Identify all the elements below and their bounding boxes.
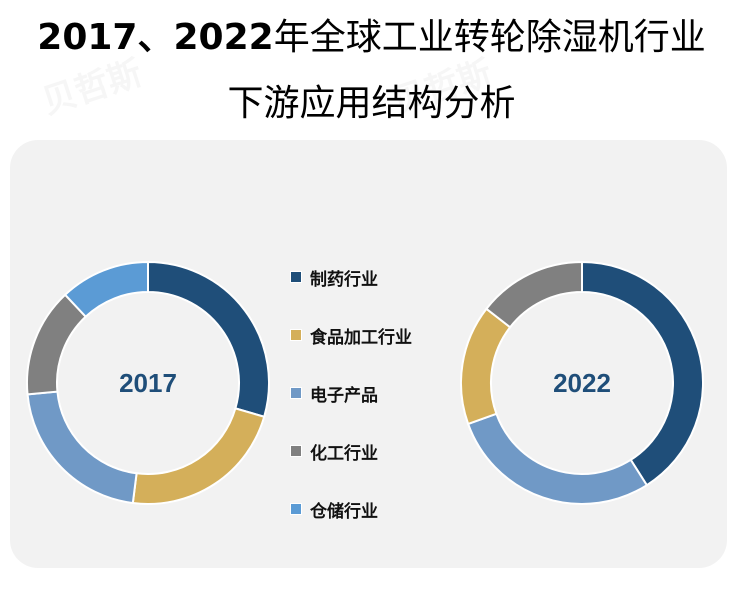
donut-center-label-2017: 2017 xyxy=(119,367,177,398)
legend-swatch-icon xyxy=(290,387,302,399)
donut-2022-svg xyxy=(460,260,704,505)
legend-swatch-icon xyxy=(290,329,302,341)
donut-segment-仓储行业[interactable] xyxy=(63,260,149,319)
donut-center-label-2022: 2022 xyxy=(553,367,611,398)
legend-label: 电子产品 xyxy=(310,385,378,406)
chart-title-line-2: 下游应用结构分析 xyxy=(227,83,516,124)
legend: 制药行业 食品加工行业 电子产品 化工行业 仓储行业 xyxy=(290,248,412,538)
legend-label: 仓储行业 xyxy=(310,501,378,522)
title-years: 2017、2022 xyxy=(37,17,274,58)
legend-swatch-icon xyxy=(290,445,302,457)
title-text: 年全球工业转轮除湿机行业 xyxy=(273,17,706,58)
legend-item-electronics[interactable]: 电子产品 xyxy=(290,364,412,422)
donut-segment-化工行业[interactable] xyxy=(484,260,583,329)
donut-segment-制药行业[interactable] xyxy=(581,260,704,487)
donut-chart-2022: 2022 xyxy=(458,259,706,507)
legend-swatch-icon xyxy=(290,271,302,283)
chart-title-line-1: 2017、2022年全球工业转轮除湿机行业 xyxy=(0,14,743,62)
legend-label: 化工行业 xyxy=(310,443,378,464)
legend-label: 食品加工行业 xyxy=(310,327,412,348)
donut-chart-2017: 2017 xyxy=(24,259,272,507)
legend-item-food[interactable]: 食品加工行业 xyxy=(290,306,412,364)
legend-item-pharma[interactable]: 制药行业 xyxy=(290,248,412,306)
legend-item-chemical[interactable]: 化工行业 xyxy=(290,422,412,480)
legend-swatch-icon xyxy=(290,503,302,515)
legend-label: 制药行业 xyxy=(310,269,378,290)
donut-2017-svg xyxy=(26,260,270,505)
legend-item-warehouse[interactable]: 仓储行业 xyxy=(290,480,412,538)
